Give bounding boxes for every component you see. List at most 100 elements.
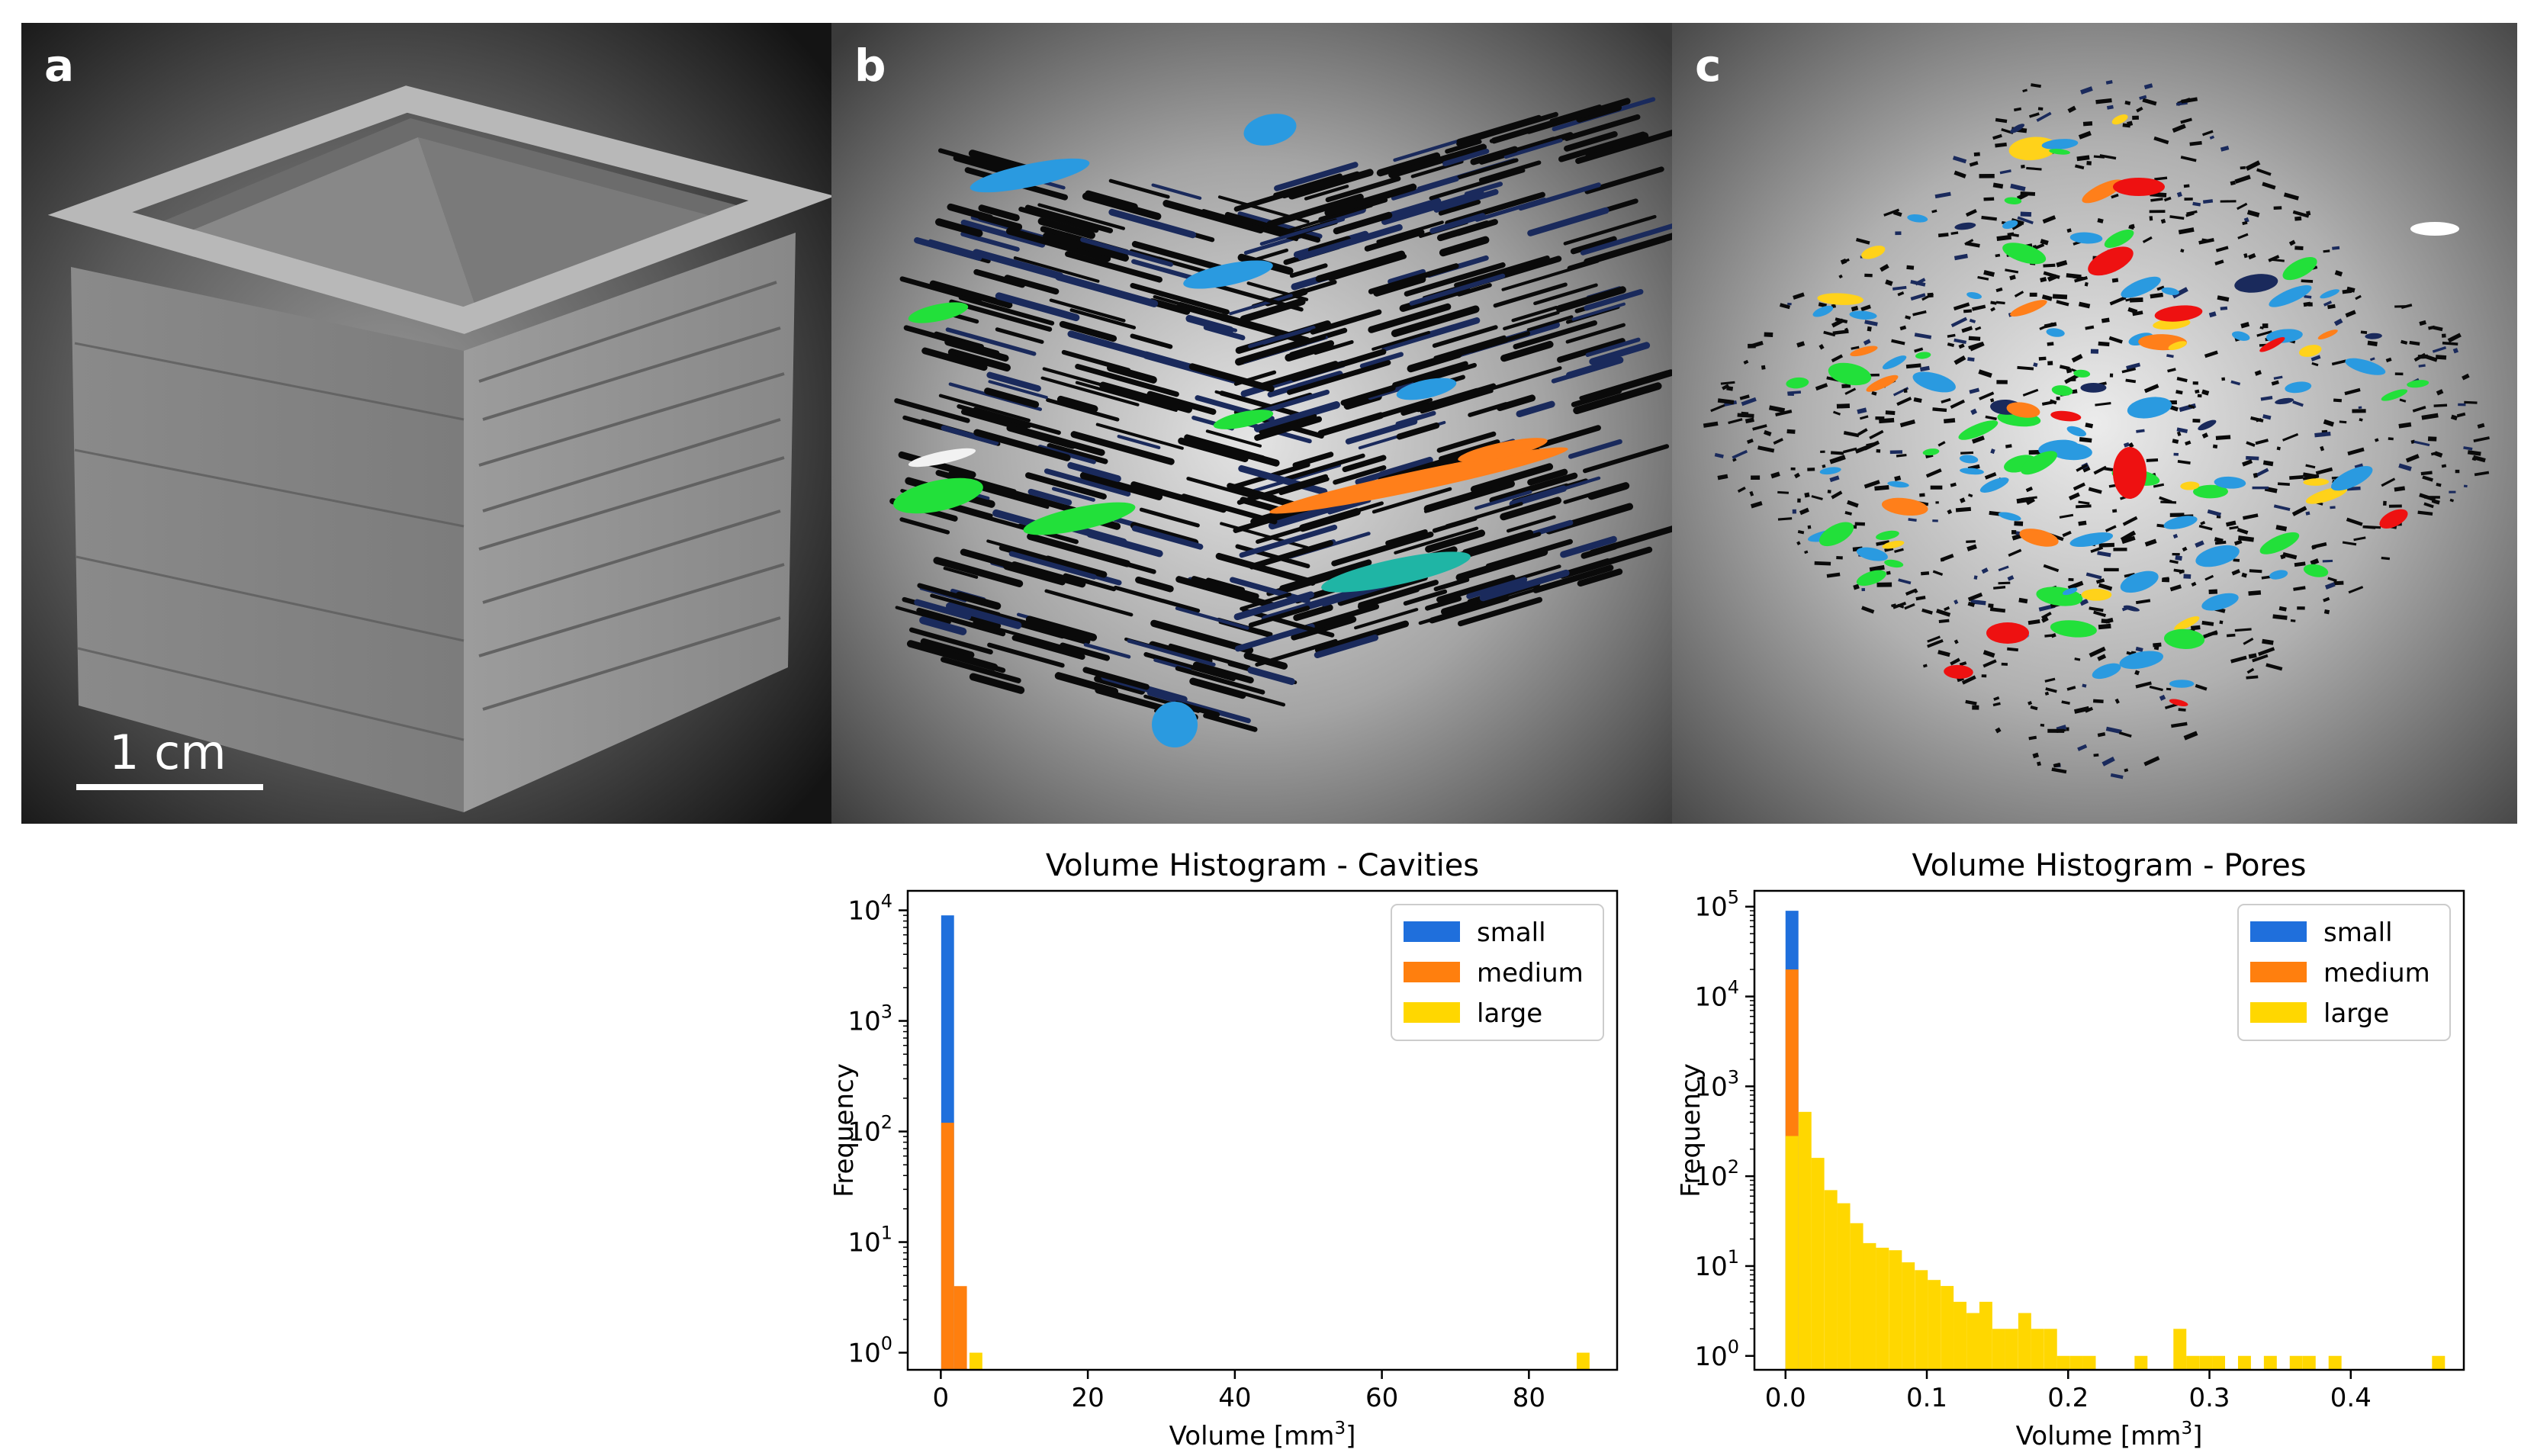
crack-mark (978, 204, 1020, 221)
crack-mark (1381, 317, 1481, 352)
bar-large (2328, 1355, 2342, 1370)
pore-mark (2201, 389, 2210, 396)
pore-mark (2183, 184, 2190, 188)
pore-mark (2320, 445, 2325, 452)
pore-mark (1910, 293, 1926, 301)
pore-mark (1892, 285, 1907, 291)
crack-mark (1191, 576, 1259, 599)
crack-mark (1069, 308, 1137, 329)
pore-mark (1861, 606, 1875, 614)
pore-mark (2233, 539, 2243, 546)
pore-mark (2093, 465, 2108, 475)
pore-mark (1905, 363, 1921, 369)
crack-mark (1049, 298, 1126, 323)
pore-mark (1836, 403, 1851, 409)
pore-mark (2156, 523, 2166, 528)
bar-large (2044, 1329, 2057, 1370)
pore-mark (1875, 416, 1885, 420)
crack-mark (1549, 104, 1602, 124)
crack-mark (1568, 439, 1622, 459)
pore-mark (1927, 638, 1944, 648)
panel-b-cavities-render: b (831, 23, 1672, 824)
pore-blob (2121, 276, 2161, 298)
pore-mark (2085, 423, 2094, 429)
pore-mark (2105, 726, 2122, 734)
pore-mark (2181, 97, 2198, 104)
crack-mark (1333, 211, 1393, 235)
crack-mark (1463, 532, 1542, 558)
pore-blob (2231, 331, 2250, 341)
pore-mark (1914, 333, 1932, 339)
crack-mark (1354, 608, 1419, 630)
crack-mark (1587, 482, 1630, 500)
pore-mark (2277, 482, 2290, 486)
pore-mark (2195, 540, 2204, 548)
pore-mark (2142, 236, 2153, 243)
pore-blob (2154, 305, 2203, 322)
pore-blob (2161, 287, 2179, 295)
pore-mark (2256, 330, 2272, 337)
pore-blob (1912, 371, 1956, 393)
crack-mark (1333, 464, 1387, 485)
pore-mark (1954, 253, 1968, 261)
pore-mark (2339, 420, 2347, 424)
pore-mark (1912, 310, 1927, 317)
pore-mark (2097, 551, 2111, 558)
pore-blob (2192, 484, 2229, 499)
crack-mark (914, 599, 972, 620)
pore-mark (1989, 398, 1995, 403)
crack-mark (1409, 273, 1506, 306)
crack-mark (1314, 634, 1379, 659)
crack-mark (1070, 431, 1175, 465)
legend-swatch-small (1404, 921, 1460, 942)
pore-mark (2047, 342, 2054, 346)
pore-mark (1969, 341, 1985, 352)
pore-mark (1710, 403, 1726, 413)
pore-mark (2208, 311, 2217, 318)
pore-mark (2105, 80, 2113, 85)
pore-blob (2298, 345, 2322, 357)
crack-mark (1391, 305, 1480, 338)
pore-mark (1863, 339, 1871, 346)
pore-mark (1932, 519, 1938, 522)
pore-mark (1919, 365, 1930, 372)
pore-blob (2180, 481, 2200, 490)
crack-mark (1025, 616, 1098, 641)
crack-mark (1259, 413, 1317, 435)
y-tick-label: 103 (847, 1001, 892, 1037)
bar-large (1992, 1329, 2005, 1370)
pore-mark (2076, 463, 2089, 472)
pore-mark (2073, 706, 2090, 714)
pore-mark (2254, 370, 2262, 376)
panel-label-c: c (1695, 40, 1722, 92)
pore-mark (2230, 655, 2247, 664)
pore-mark (2044, 322, 2057, 329)
pore-mark (1794, 472, 1801, 479)
pore-mark (2398, 422, 2412, 429)
pore-mark (2441, 333, 2446, 338)
crack-mark (1205, 429, 1262, 448)
crack-mark (1403, 589, 1448, 606)
pore-mark (2078, 130, 2092, 140)
crack-mark (1420, 388, 1494, 414)
pore-mark (1937, 441, 1946, 447)
bar-medium (941, 1123, 954, 1370)
pore-mark (1896, 603, 1905, 609)
crack-mark (1203, 712, 1258, 732)
crack-mark (1496, 394, 1536, 411)
crack-mark (1470, 146, 1519, 166)
bar-large (2082, 1355, 2096, 1370)
pore-mark (2111, 193, 2119, 199)
crack-mark (1400, 383, 1497, 416)
pore-mark (2005, 268, 2019, 274)
bar-large (1576, 1352, 1590, 1370)
pore-mark (1857, 428, 1868, 436)
pore-mark (1967, 592, 1983, 602)
pore-mark (2176, 427, 2188, 433)
crack-mark (1425, 596, 1462, 611)
crack-mark (945, 327, 1037, 356)
pore-mark (1807, 525, 1812, 529)
crack-mark (1394, 526, 1479, 554)
histogram-pores-plot: 0.0 0.1 0.2 0.3 0.4 100 101 102 103 104 105 Volume … (1676, 848, 2465, 1449)
pore-blob (2282, 257, 2317, 281)
